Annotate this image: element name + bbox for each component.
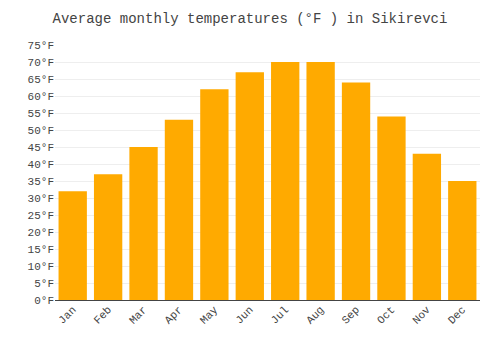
svg-text:45°F: 45°F bbox=[28, 142, 54, 154]
svg-text:25°F: 25°F bbox=[28, 210, 54, 222]
svg-text:65°F: 65°F bbox=[28, 74, 54, 86]
svg-text:Sep: Sep bbox=[340, 304, 362, 326]
svg-text:30°F: 30°F bbox=[28, 193, 54, 205]
svg-text:20°F: 20°F bbox=[28, 227, 54, 239]
svg-text:Average monthly temperatures (: Average monthly temperatures (°F ) in Si… bbox=[53, 11, 448, 27]
svg-text:40°F: 40°F bbox=[28, 159, 54, 171]
svg-text:60°F: 60°F bbox=[28, 91, 54, 103]
svg-text:Dec: Dec bbox=[446, 304, 468, 326]
svg-text:10°F: 10°F bbox=[28, 261, 54, 273]
svg-text:Mar: Mar bbox=[127, 304, 149, 326]
svg-text:55°F: 55°F bbox=[28, 108, 54, 120]
svg-text:Jan: Jan bbox=[56, 304, 78, 326]
svg-text:5°F: 5°F bbox=[34, 278, 54, 290]
svg-text:Feb: Feb bbox=[92, 304, 114, 326]
svg-text:35°F: 35°F bbox=[28, 176, 54, 188]
svg-text:70°F: 70°F bbox=[28, 57, 54, 69]
svg-text:15°F: 15°F bbox=[28, 244, 54, 256]
svg-text:0°F: 0°F bbox=[34, 295, 54, 307]
svg-text:May: May bbox=[198, 304, 221, 327]
svg-text:Jul: Jul bbox=[269, 304, 291, 326]
svg-text:Aug: Aug bbox=[304, 304, 326, 326]
svg-text:50°F: 50°F bbox=[28, 125, 54, 137]
svg-text:75°F: 75°F bbox=[28, 40, 54, 52]
svg-text:Apr: Apr bbox=[162, 304, 184, 326]
svg-text:Nov: Nov bbox=[410, 304, 433, 327]
svg-text:Jun: Jun bbox=[233, 304, 255, 326]
svg-text:Oct: Oct bbox=[375, 304, 397, 326]
